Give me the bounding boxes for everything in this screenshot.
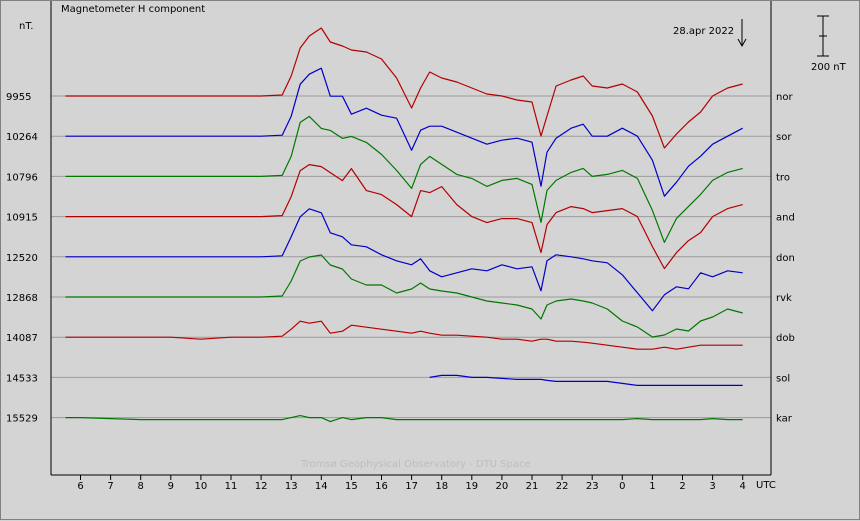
series-line-don [65, 208, 743, 312]
scale-bar-label: 200 nT [811, 62, 847, 73]
x-tick-label: 16 [375, 481, 388, 492]
station-baseline-value: 15529 [6, 414, 38, 425]
station-name: rvk [776, 293, 792, 304]
x-tick-label: 11 [225, 481, 238, 492]
series-line-nor [65, 27, 743, 149]
scale-bar [817, 15, 829, 57]
x-tick-label: 8 [138, 481, 144, 492]
x-tick-label: 10 [195, 481, 208, 492]
x-tick-label: 22 [556, 481, 569, 492]
station-name: sol [776, 373, 790, 384]
x-tick-label: 17 [405, 481, 418, 492]
date-label: 28.apr 2022 [673, 26, 734, 37]
chart-title: Magnetometer H component [61, 4, 205, 15]
series-line-and [65, 164, 743, 270]
x-tick-label: 15 [345, 481, 358, 492]
station-baseline-value: 14087 [6, 333, 38, 344]
x-axis-label: UTC [756, 480, 776, 491]
station-baseline-value: 9955 [6, 92, 31, 103]
station-name: don [776, 253, 795, 264]
x-tick-label: 14 [315, 481, 328, 492]
x-tick-label: 18 [435, 481, 448, 492]
x-tick-label: 20 [496, 481, 509, 492]
date-arrow [737, 19, 747, 48]
station-name: sor [776, 132, 792, 143]
series-line-sor [65, 67, 743, 197]
x-tick-label: 6 [77, 481, 83, 492]
x-tick-label: 7 [107, 481, 113, 492]
station-name: kar [776, 414, 793, 425]
station-name: dob [776, 333, 795, 344]
station-baseline-value: 10796 [6, 172, 38, 183]
station-baseline-value: 10264 [6, 132, 38, 143]
x-tick-label: 2 [679, 481, 685, 492]
watermark: Tromsø Geophysical Observatory - DTU Spa… [300, 459, 531, 470]
station-baseline-value: 10915 [6, 213, 38, 224]
series-line-sol [429, 374, 743, 386]
station-name: nor [776, 92, 793, 103]
station-name: and [776, 213, 795, 224]
x-tick-label: 9 [168, 481, 174, 492]
x-tick-label: 3 [709, 481, 715, 492]
x-tick-label: 12 [255, 481, 268, 492]
series-line-rvk [65, 254, 743, 338]
x-tick-label: 21 [526, 481, 539, 492]
station-baseline-value: 12868 [6, 293, 38, 304]
station-baseline-value: 14533 [6, 373, 38, 384]
station-labels: 9955 nor 10264 sor 10796 tro 10915 and 12520 don 1… [6, 92, 795, 425]
x-tick-label: 23 [586, 481, 599, 492]
x-tick-label: 19 [465, 481, 478, 492]
x-tick-label: 0 [619, 481, 625, 492]
y-axis-unit-label: nT. [19, 21, 33, 32]
x-tick-label: 13 [285, 481, 298, 492]
x-axis-ticks: 6 7 8 9 10 11 12 13 14 15 16 17 18 19 20 21 22 23 0 1 2 3 4 [77, 475, 746, 492]
x-tick-label: 4 [740, 481, 746, 492]
station-name: tro [776, 172, 790, 183]
series-lines [65, 27, 743, 423]
series-line-kar [65, 415, 743, 423]
series-line-dob [65, 320, 743, 350]
station-baseline-value: 12520 [6, 253, 38, 264]
x-tick-label: 1 [649, 481, 655, 492]
series-line-tro [65, 115, 743, 243]
